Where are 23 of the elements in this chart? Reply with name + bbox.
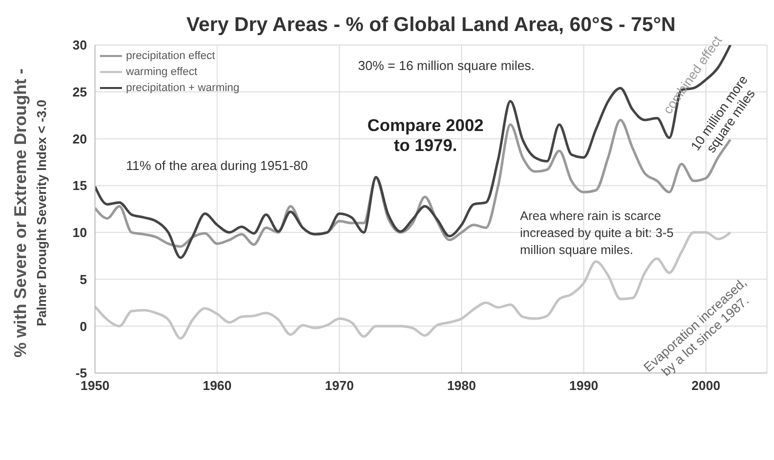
- annotation: Area where rain is scarce increased by quite a bit: 3-5 million square miles.: [520, 208, 675, 259]
- legend-label: precipitation + warming: [126, 81, 240, 96]
- x-tick-label: 1950: [80, 378, 110, 394]
- y-tick-label: 25: [72, 84, 87, 100]
- y-tick-label: -5: [75, 366, 87, 381]
- y-tick-label: 0: [80, 318, 87, 334]
- x-tick-label: 1980: [447, 378, 476, 394]
- chart-title: Very Dry Areas - % of Global Land Area, 60°S - 75°N: [185, 14, 677, 37]
- legend-label: precipitation effect: [126, 49, 216, 64]
- y-tick-label: 15: [72, 178, 87, 194]
- x-tick-label: 1990: [569, 378, 598, 394]
- y-tick-label: 5: [80, 272, 87, 287]
- x-tick-label: 1970: [324, 378, 354, 394]
- annotation: 11% of the area during 1951-80: [126, 158, 308, 173]
- x-tick-label: 1960: [202, 378, 232, 394]
- legend-label: warming effect: [126, 65, 198, 80]
- x-tick-label: 2000: [691, 378, 720, 394]
- annotation: 30% = 16 million square miles.: [358, 58, 535, 73]
- y-tick-label: 30: [72, 38, 87, 53]
- y-tick-label: 20: [72, 131, 87, 146]
- y-axis-title: % with Severe or Extreme Drought - Palmer Drought Severity Index < -3.0: [11, 68, 49, 358]
- annotation: Compare 2002 to 1979.: [366, 116, 485, 156]
- y-tick-label: 10: [72, 225, 87, 240]
